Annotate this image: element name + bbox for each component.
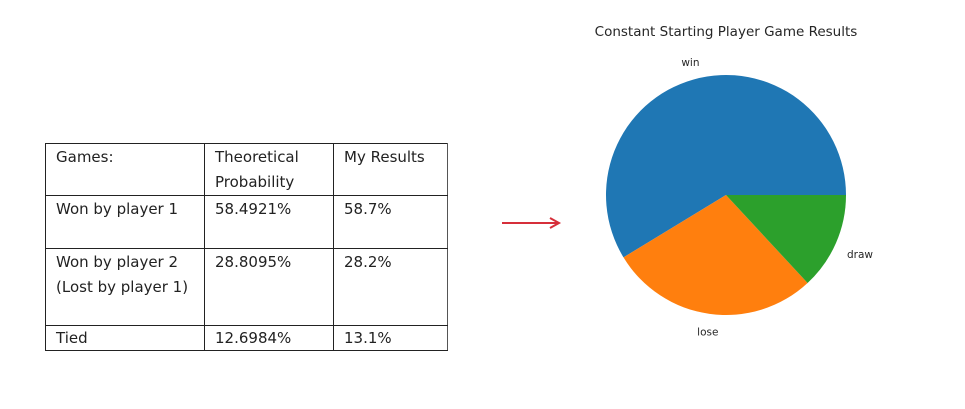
table-row: Won by player 1 58.4921% 58.7% (45, 195, 448, 249)
pie-slices (606, 74, 846, 315)
cell-result: 58.7% (333, 195, 448, 249)
pie-slice-draw (726, 195, 846, 283)
cell-result: 13.1% (333, 325, 448, 351)
right-arrow-icon (502, 217, 562, 229)
cell-theoretical: 12.6984% (204, 325, 334, 351)
table-header-row: Games: Theoretical Probability My Result… (45, 143, 448, 196)
table-row: Won by player 2 (Lost by player 1) 28.80… (45, 248, 448, 326)
cell-result: 28.2% (333, 248, 448, 326)
pie-slice-win (606, 74, 846, 258)
cell-theoretical: 58.4921% (204, 195, 334, 249)
cell-game: Won by player 1 (45, 195, 205, 249)
table-row: Tied 12.6984% 13.1% (45, 325, 448, 351)
results-table: Games: Theoretical Probability My Result… (45, 143, 448, 351)
pie-label-win: win (681, 57, 699, 69)
pie-slice-lose (623, 195, 808, 315)
chart-title: Constant Starting Player Game Results (595, 24, 858, 40)
pie-labels: win lose draw (681, 57, 873, 339)
pie-label-draw: draw (847, 249, 873, 261)
pie-chart: Constant Starting Player Game Results wi… (595, 24, 874, 339)
header-theoretical-probability: Theoretical Probability (204, 143, 334, 196)
header-games: Games: (45, 143, 205, 196)
pie-label-lose: lose (697, 327, 718, 339)
cell-game: Won by player 2 (Lost by player 1) (45, 248, 205, 326)
cell-theoretical: 28.8095% (204, 248, 334, 326)
cell-game: Tied (45, 325, 205, 351)
header-my-results: My Results (333, 143, 448, 196)
